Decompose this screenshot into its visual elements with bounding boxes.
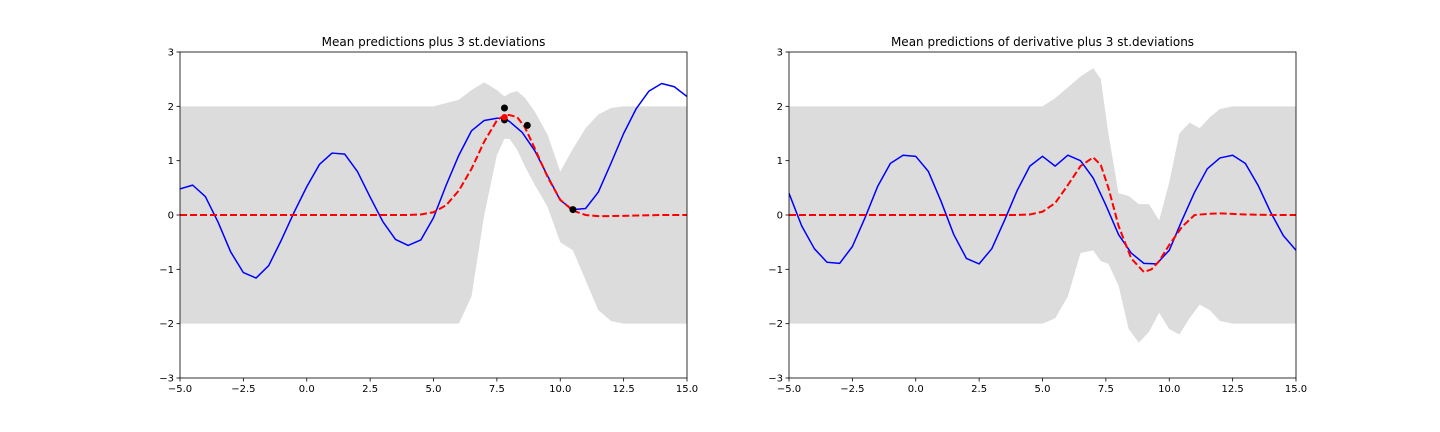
left-y-tick-label: −3 bbox=[159, 374, 174, 385]
left-x-tick-label: 2.5 bbox=[362, 384, 378, 395]
left-x-tick-label: 7.5 bbox=[489, 384, 505, 395]
right-confidence-band bbox=[789, 68, 1296, 343]
left-y-tick-label: 0 bbox=[168, 211, 174, 222]
left-y-tick-label: 2 bbox=[168, 102, 174, 113]
right-x-tick-label: 5.0 bbox=[1035, 384, 1051, 395]
left-x-tick-label: 15.0 bbox=[676, 384, 698, 395]
left-data-point bbox=[569, 206, 577, 214]
left-x-tick-label: −5.0 bbox=[168, 384, 192, 395]
left-y-tick-label: −2 bbox=[159, 319, 174, 330]
left-x-tick-label: −2.5 bbox=[231, 384, 255, 395]
left-x-tick-label: 5.0 bbox=[426, 384, 442, 395]
left-highlight-point bbox=[501, 114, 508, 121]
right-y-tick-label: 1 bbox=[777, 156, 783, 167]
left-x-tick-label: 0.0 bbox=[299, 384, 315, 395]
left-data-point bbox=[523, 121, 531, 129]
left-y-tick-label: 3 bbox=[168, 48, 174, 59]
right-y-tick-label: 3 bbox=[777, 48, 783, 59]
right-x-tick-label: 2.5 bbox=[971, 384, 987, 395]
left-y-tick-label: 1 bbox=[168, 156, 174, 167]
left-x-tick-label: 12.5 bbox=[612, 384, 634, 395]
right-x-tick-label: 15.0 bbox=[1285, 384, 1307, 395]
left-y-tick-label: −1 bbox=[159, 265, 174, 276]
right-x-tick-label: −2.5 bbox=[840, 384, 864, 395]
right-x-tick-label: 10.0 bbox=[1158, 384, 1180, 395]
right-x-tick-label: 12.5 bbox=[1221, 384, 1243, 395]
right-plot-area bbox=[789, 68, 1296, 343]
left-plot-area bbox=[180, 82, 687, 324]
left-confidence-band bbox=[180, 82, 687, 324]
right-series-dashed-red bbox=[789, 156, 1296, 274]
right-y-tick-label: −3 bbox=[768, 374, 783, 385]
left-series-dashed-red bbox=[180, 114, 687, 218]
right-chart-panel: Mean predictions of derivative plus 3 st… bbox=[768, 35, 1307, 395]
left-chart-title: Mean predictions plus 3 st.deviations bbox=[322, 35, 546, 49]
right-series-solid-blue bbox=[789, 154, 1296, 265]
right-y-tick-label: 0 bbox=[777, 211, 783, 222]
left-series-solid-blue bbox=[180, 82, 687, 279]
left-x-tick-label: 10.0 bbox=[549, 384, 571, 395]
right-x-tick-label: 0.0 bbox=[908, 384, 924, 395]
right-chart-title: Mean predictions of derivative plus 3 st… bbox=[891, 35, 1194, 49]
right-x-tick-label: 7.5 bbox=[1098, 384, 1114, 395]
left-chart-panel: Mean predictions plus 3 st.deviations −5… bbox=[159, 35, 698, 395]
left-data-point bbox=[500, 104, 508, 112]
right-x-tick-label: −5.0 bbox=[777, 384, 801, 395]
right-y-tick-label: 2 bbox=[777, 102, 783, 113]
right-y-tick-label: −1 bbox=[768, 265, 783, 276]
right-y-tick-label: −2 bbox=[768, 319, 783, 330]
